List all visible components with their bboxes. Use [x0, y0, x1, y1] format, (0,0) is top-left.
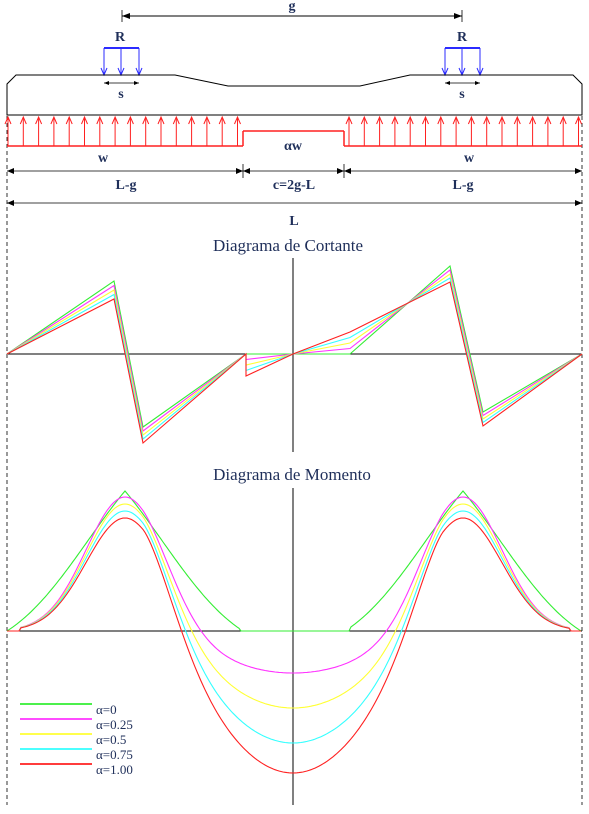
load-arrow [111, 115, 119, 146]
segment-dimensions: L-g c=2g-L L-g [7, 164, 582, 193]
moment-curve [7, 510, 581, 744]
load-arrow [575, 115, 582, 146]
load-arrow [544, 115, 552, 146]
alpha-legend: α=0α=0.25α=0.5α=0.75α=1.00 [20, 702, 133, 777]
left-wheel-load: R s [100, 30, 143, 102]
L-label: L [289, 214, 298, 229]
moment-curve [6, 490, 582, 632]
legend-label: α=0 [96, 702, 117, 717]
load-arrow [437, 115, 445, 146]
moment-curve [7, 496, 581, 674]
legend-label: α=1.00 [96, 762, 133, 777]
distributed-load-arrows [4, 115, 582, 146]
load-arrow [218, 115, 226, 146]
load-arrow [50, 115, 58, 146]
load-arrow [203, 115, 211, 146]
load-arrow [4, 115, 12, 146]
load-arrow [360, 115, 368, 146]
shear-curve [6, 281, 583, 445]
load-arrow [559, 115, 567, 146]
shear-curve [6, 273, 583, 436]
moment-curve [7, 517, 581, 774]
load-arrow [96, 115, 104, 146]
right-wheel-load: R s [441, 30, 484, 102]
moment-curves [6, 490, 582, 774]
shear-curve [6, 269, 583, 432]
load-arrow [498, 115, 506, 146]
moment-diagram-title: Diagrama de Momento [213, 465, 371, 484]
load-arrow [529, 115, 537, 146]
load-arrow [391, 115, 399, 146]
load-arrow [65, 115, 73, 146]
legend-label: α=0.25 [96, 717, 133, 732]
load-arrow [188, 115, 196, 146]
legend-label: α=0.5 [96, 732, 126, 747]
load-arrow [142, 115, 150, 146]
load-arrow [467, 115, 475, 146]
shear-curves [6, 264, 583, 445]
vehicle-outline [6, 74, 583, 116]
load-arrow [406, 115, 414, 146]
load-arrow [422, 115, 429, 146]
load-arrow [345, 115, 353, 146]
shear-diagram-title: Diagrama de Cortante [213, 236, 363, 255]
load-arrow [35, 115, 43, 146]
w-right-label: w [464, 151, 475, 166]
R-right-label: R [457, 30, 468, 45]
L-minus-g-right-label: L-g [453, 178, 474, 193]
moment-curve [7, 503, 581, 709]
s-left-label: s [118, 87, 124, 102]
load-arrow [483, 115, 491, 146]
load-arrow [157, 115, 165, 146]
load-arrow [126, 115, 134, 146]
load-arrow [234, 115, 241, 146]
load-arrow [376, 115, 384, 146]
shear-curve [6, 264, 583, 428]
c-label: c=2g-L [273, 178, 315, 193]
g-label: g [289, 0, 296, 14]
load-arrow [513, 115, 521, 146]
s-right-label: s [459, 87, 465, 102]
L-dimension: L [7, 200, 582, 229]
load-arrow [452, 115, 460, 146]
alpha-w-label: αw [284, 139, 303, 154]
w-left-label: w [98, 151, 109, 166]
load-arrow [172, 115, 180, 146]
legend-label: α=0.75 [96, 747, 133, 762]
load-arrow [81, 115, 88, 146]
load-blocks [7, 130, 582, 147]
load-arrow [19, 115, 27, 146]
L-minus-g-left-label: L-g [116, 178, 137, 193]
R-left-label: R [115, 30, 126, 45]
g-dimension: g [121, 0, 463, 22]
shear-curve [6, 277, 583, 441]
